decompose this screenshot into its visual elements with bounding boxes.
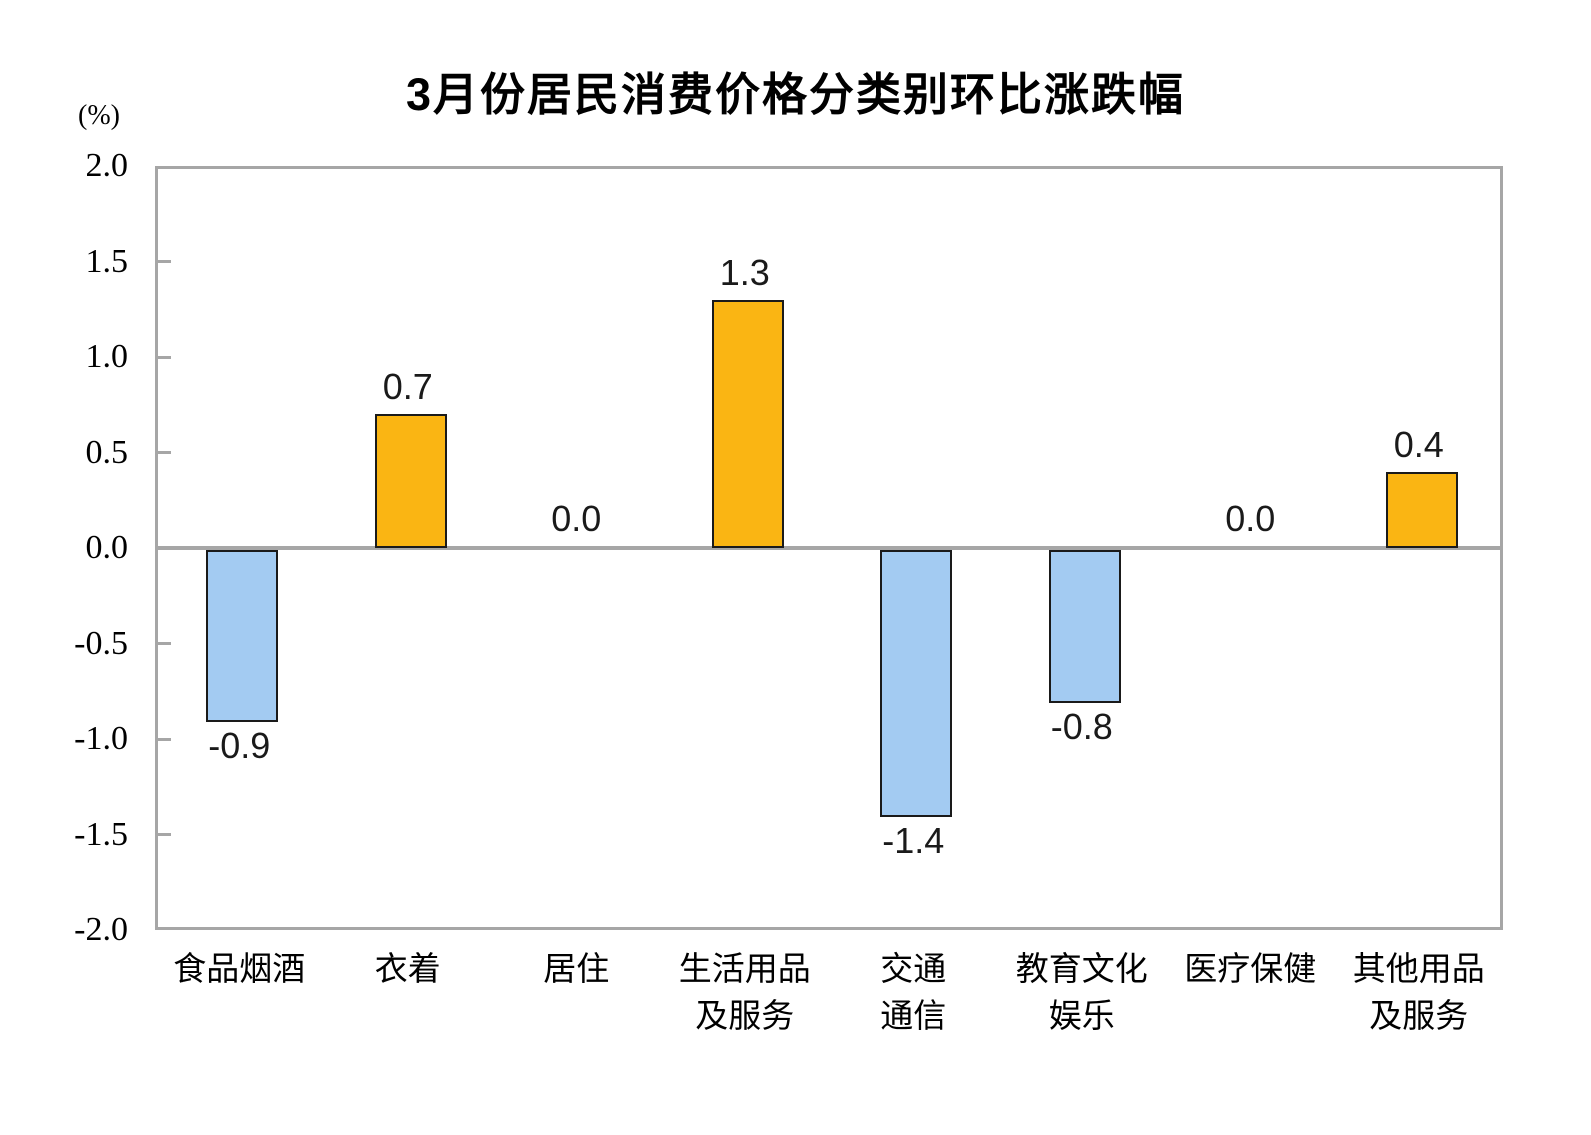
- y-axis-tick-label: 0.0: [85, 529, 129, 566]
- y-axis-tick-label: 2.0: [85, 147, 129, 184]
- plot-area: [155, 166, 1503, 930]
- y-axis-tick-mark: [158, 737, 171, 741]
- y-axis-unit-label: (%): [78, 100, 120, 131]
- zero-baseline: [158, 546, 1500, 550]
- bar-value-label: 0.0: [551, 498, 602, 539]
- chart-title: 3月份居民消费价格分类别环比涨跌幅: [405, 69, 1186, 120]
- x-axis-category-label: 衣着: [374, 950, 441, 987]
- x-axis-category-label: 其他用品 及服务: [1352, 950, 1485, 1034]
- bar-positive: [374, 414, 447, 548]
- bar-value-label: 0.0: [1225, 498, 1276, 539]
- x-axis-category-label: 食品烟酒: [173, 950, 306, 987]
- bar-value-label: 0.4: [1393, 423, 1444, 465]
- y-axis-tick-mark: [158, 451, 171, 454]
- y-axis-tick-label: -1.5: [74, 815, 128, 853]
- bar-value-label: 0.7: [382, 366, 433, 408]
- x-axis-category-label: 生活用品 及服务: [678, 950, 811, 1034]
- bar-positive: [1385, 471, 1458, 548]
- bar-negative: [880, 550, 953, 818]
- y-axis-tick-label: -0.5: [74, 624, 128, 662]
- x-axis-category-label: 交通 通信: [880, 950, 947, 1034]
- bar-value-label: -1.4: [882, 820, 945, 862]
- y-axis-tick-label: 1.0: [85, 338, 129, 375]
- y-axis-tick-mark: [158, 355, 171, 359]
- x-axis-category-label: 医疗保健: [1184, 950, 1317, 987]
- y-axis-tick-mark: [158, 260, 171, 263]
- bar-positive: [711, 299, 784, 548]
- y-axis-tick-label: -1.0: [74, 720, 128, 757]
- y-axis-tick-label: -2.0: [74, 911, 128, 948]
- y-axis-tick-label: 0.5: [85, 433, 129, 471]
- x-axis-category-label: 教育文化 娱乐: [1015, 950, 1148, 1034]
- bar-negative: [1048, 550, 1121, 703]
- x-axis-category-label: 居住: [543, 950, 610, 987]
- y-axis-tick-mark: [158, 833, 171, 836]
- y-axis-tick-label: 1.5: [85, 242, 129, 280]
- y-axis-tick-mark: [158, 642, 171, 645]
- bar-value-label: 1.3: [719, 251, 770, 293]
- bar-value-label: -0.8: [1050, 705, 1113, 747]
- bar-value-label: -0.9: [208, 724, 271, 766]
- bar-negative: [206, 550, 279, 722]
